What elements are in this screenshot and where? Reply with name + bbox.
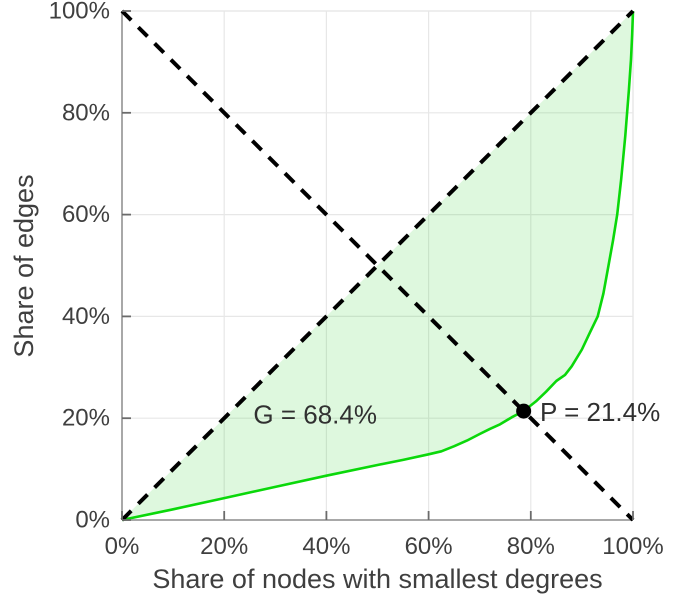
y-tick-label: 40% [62,303,110,330]
y-tick-label: 100% [49,0,110,25]
x-tick-label: 20% [200,533,248,560]
y-tick-label: 0% [75,507,110,534]
x-tick-label: 0% [105,533,140,560]
y-axis-label: Share of edges [9,174,39,357]
axes-box [121,10,634,521]
tick-labels: 0% 20% 40% 60% 80% 100% 0% 20% 40% 60% 80% 100% [49,0,664,560]
x-axis-label: Share of nodes with smallest degrees [152,564,602,594]
intersection-marker [516,403,532,419]
x-tick-label: 60% [405,533,453,560]
x-tick-label: 40% [302,533,350,560]
data-series [120,9,635,522]
p-value-label: P = 21.4% [540,397,660,427]
gini-shaded-area [122,11,633,520]
y-tick-label: 60% [62,201,110,228]
intersection-point [516,403,532,419]
y-tick-label: 80% [62,99,110,126]
x-tick-label: 80% [507,533,555,560]
equality-diagonal-line [120,9,635,522]
lorenz-curve-line [121,10,635,522]
shaded-area-path [122,11,633,520]
anti-diagonal-line [120,9,635,522]
gini-value-label: G = 68.4% [253,400,377,430]
x-tick-label: 100% [602,533,663,560]
y-tick-label: 20% [62,405,110,432]
tick-marks [121,10,634,521]
